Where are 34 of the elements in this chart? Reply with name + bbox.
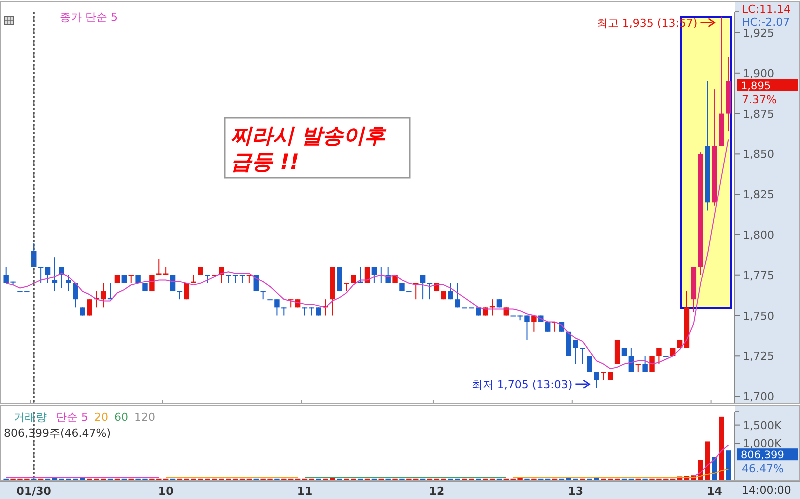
text: 단순 5 xyxy=(56,411,88,424)
legend-label: 120 xyxy=(134,411,156,424)
y-tick-label: 1,900 xyxy=(743,67,774,80)
text: HC:-2.07 xyxy=(742,16,790,29)
text: LC:11.14 xyxy=(742,3,792,16)
x-tick-label: 11 xyxy=(297,485,313,498)
x-tick-label: 14 xyxy=(707,485,723,498)
text: 20 xyxy=(94,411,108,424)
text: 14:00:00 xyxy=(742,484,792,497)
y-tick-label: 1,850 xyxy=(743,148,774,162)
y-tick-label: 1,750 xyxy=(743,310,774,323)
text: 60 xyxy=(114,411,128,424)
y-tick-label: 1,500K xyxy=(743,419,782,432)
text: 종가 단순 5 xyxy=(60,11,118,24)
x-tick-label: 10 xyxy=(158,485,174,498)
x-tick-label: 13 xyxy=(568,485,584,498)
y-tick-label: 1,775 xyxy=(743,269,774,282)
y-tick-label: 1,875 xyxy=(743,108,774,121)
y-tick-label: 1,925 xyxy=(743,27,774,40)
text: 46.47% xyxy=(742,462,784,476)
chart-title: 거래량 xyxy=(14,411,47,424)
x-tick-label: 12 xyxy=(429,485,445,498)
y-tick-label: 1,800 xyxy=(743,228,774,242)
annotation: 최저 1,705 (13:03) xyxy=(472,378,573,392)
annotation: 806,399주(46.47%) xyxy=(4,427,112,440)
y-tick-label: 1,725 xyxy=(743,350,774,364)
text: 7.37% xyxy=(742,93,777,106)
x-tick-label: 01/30 xyxy=(16,485,52,498)
y-tick-label: 1,825 xyxy=(743,188,774,202)
text: 1,895 xyxy=(741,80,772,92)
y-tick-label: 1,700 xyxy=(743,390,774,404)
y-tick-label: 1,000K xyxy=(743,438,782,451)
annotation: 찌라시 발송이후 급등 !! xyxy=(231,124,388,174)
text: 806,399 xyxy=(741,450,784,462)
